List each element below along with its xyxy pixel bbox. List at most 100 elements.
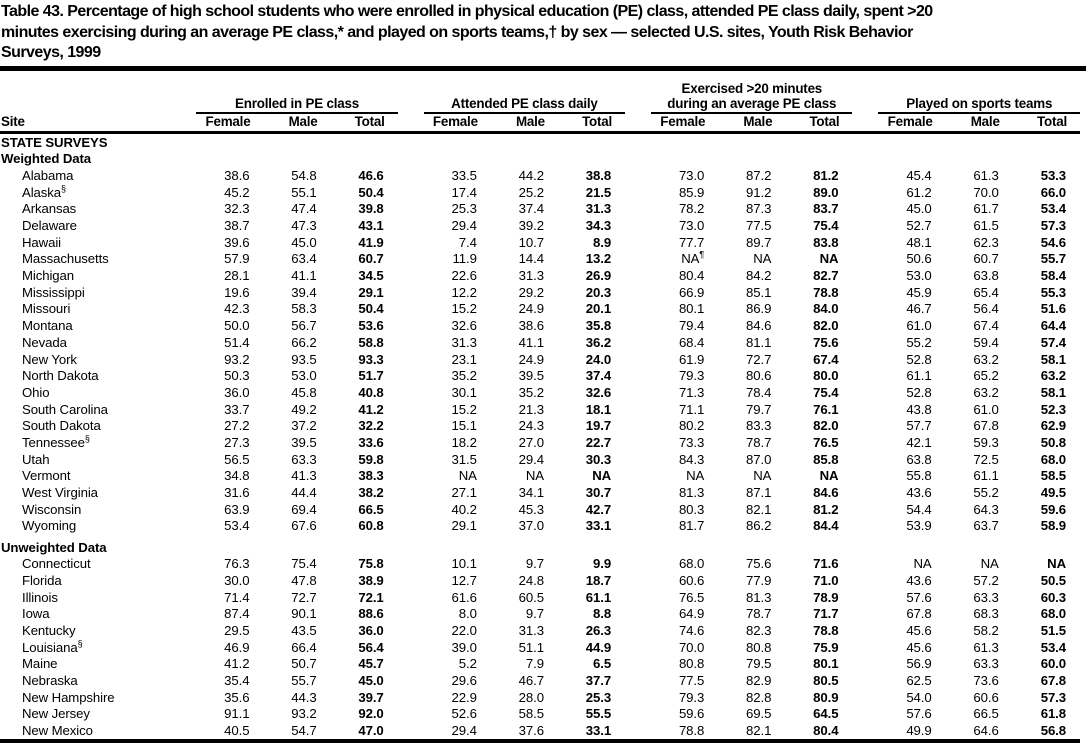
subheader-total: Total — [558, 113, 625, 133]
value-cell: 40.8 — [331, 384, 398, 401]
column-spacer — [398, 451, 424, 468]
value-cell: 53.4 — [1013, 201, 1080, 218]
value-cell: 34.1 — [491, 484, 558, 501]
value-cell: 33.5 — [424, 167, 491, 184]
value-cell: 67.6 — [263, 518, 330, 535]
value-cell: 39.4 — [263, 284, 330, 301]
site-name: Iowa — [0, 606, 196, 623]
value-cell: 79.3 — [651, 689, 718, 706]
value-cell: 80.5 — [785, 672, 852, 689]
value-cell: 53.0 — [878, 268, 945, 285]
value-cell: 27.0 — [491, 434, 558, 451]
site-name: Hawaii — [0, 234, 196, 251]
value-cell: 76.3 — [196, 556, 263, 573]
site-name: Nebraska — [0, 672, 196, 689]
value-cell: 74.6 — [651, 622, 718, 639]
value-cell: 84.6 — [785, 484, 852, 501]
value-cell: 46.7 — [878, 301, 945, 318]
value-cell: 58.1 — [1013, 384, 1080, 401]
site-name: Montana — [0, 318, 196, 335]
value-cell: 67.8 — [1013, 672, 1080, 689]
value-cell: 58.5 — [1013, 468, 1080, 485]
column-spacer — [625, 167, 651, 184]
value-cell: 71.1 — [651, 401, 718, 418]
value-cell: 72.1 — [331, 589, 398, 606]
value-cell: 59.8 — [331, 451, 398, 468]
value-cell: 54.0 — [878, 689, 945, 706]
value-cell: 66.2 — [263, 334, 330, 351]
value-cell: 15.1 — [424, 418, 491, 435]
value-cell: 66.5 — [946, 706, 1013, 723]
value-cell: 81.2 — [785, 501, 852, 518]
value-cell: 50.0 — [196, 318, 263, 335]
value-cell: 72.7 — [718, 351, 785, 368]
value-cell: 71.0 — [785, 572, 852, 589]
value-cell: 35.4 — [196, 672, 263, 689]
value-cell: 39.5 — [491, 368, 558, 385]
site-name: New Jersey — [0, 706, 196, 723]
value-cell: 33.1 — [558, 518, 625, 535]
value-cell: 44.4 — [263, 484, 330, 501]
value-cell: 22.7 — [558, 434, 625, 451]
column-spacer — [852, 234, 878, 251]
value-cell: 40.5 — [196, 722, 263, 741]
value-cell: 82.0 — [785, 318, 852, 335]
value-cell: 63.2 — [946, 384, 1013, 401]
column-spacer — [852, 351, 878, 368]
value-cell: 38.6 — [196, 167, 263, 184]
title-line-3: Surveys, 1999 — [1, 43, 1086, 64]
value-cell: 24.9 — [491, 351, 558, 368]
column-spacer — [625, 656, 651, 673]
value-cell: 80.4 — [651, 268, 718, 285]
value-cell: 31.3 — [491, 268, 558, 285]
column-spacer — [852, 71, 878, 113]
value-cell: 37.0 — [491, 518, 558, 535]
value-cell: 24.0 — [558, 351, 625, 368]
value-cell: 71.6 — [785, 556, 852, 573]
column-spacer — [852, 268, 878, 285]
value-cell: 8.8 — [558, 606, 625, 623]
value-cell: 35.2 — [491, 384, 558, 401]
value-cell: 87.1 — [718, 484, 785, 501]
value-cell: 61.1 — [946, 468, 1013, 485]
value-cell: 86.2 — [718, 518, 785, 535]
value-cell: 80.4 — [785, 722, 852, 741]
value-cell: 38.7 — [196, 217, 263, 234]
value-cell: 77.5 — [718, 217, 785, 234]
subheader-female: Female — [424, 113, 491, 133]
subheader-male: Male — [491, 113, 558, 133]
value-cell: 50.4 — [331, 301, 398, 318]
value-cell: 62.5 — [878, 672, 945, 689]
value-cell: 64.3 — [946, 501, 1013, 518]
column-spacer — [398, 722, 424, 741]
value-cell: 84.6 — [718, 318, 785, 335]
value-cell: 81.1 — [718, 334, 785, 351]
value-cell: 55.2 — [878, 334, 945, 351]
value-cell: 61.3 — [946, 639, 1013, 656]
column-spacer — [625, 468, 651, 485]
value-cell: 36.0 — [196, 384, 263, 401]
value-cell: 38.2 — [331, 484, 398, 501]
value-cell: 30.1 — [424, 384, 491, 401]
value-cell: 14.4 — [491, 251, 558, 268]
value-cell: 54.8 — [263, 167, 330, 184]
value-cell: 32.6 — [558, 384, 625, 401]
value-cell: 39.6 — [196, 234, 263, 251]
value-cell: NA — [651, 468, 718, 485]
value-cell: 61.3 — [946, 167, 1013, 184]
title-line-2: minutes exercising during an average PE … — [1, 23, 1086, 44]
site-name: Alabama — [0, 167, 196, 184]
value-cell: 71.4 — [196, 589, 263, 606]
value-cell: 60.8 — [331, 518, 398, 535]
column-spacer — [852, 706, 878, 723]
